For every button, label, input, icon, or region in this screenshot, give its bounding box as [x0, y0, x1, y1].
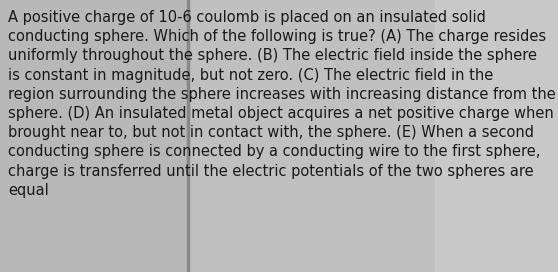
Bar	[0, 0, 188, 272]
Bar	[188, 0, 435, 272]
Text: A positive charge of 10-6 coulomb is placed on an insulated solid
conducting sph: A positive charge of 10-6 coulomb is pla…	[8, 10, 556, 198]
